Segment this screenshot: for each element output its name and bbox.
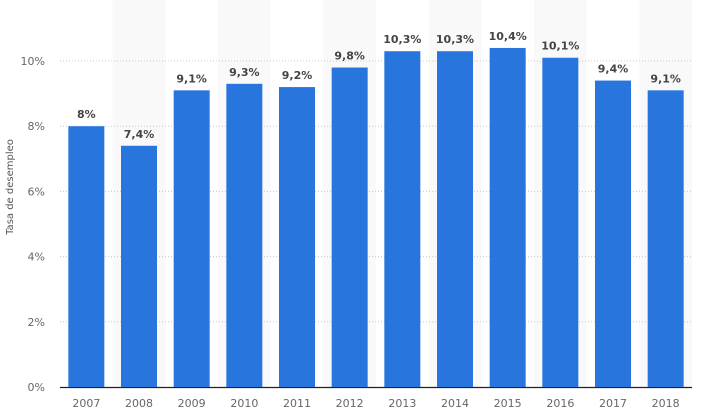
bar-2016	[542, 57, 579, 388]
x-tick-label: 2013	[388, 397, 416, 410]
data-label: 10,3%	[436, 33, 474, 46]
bar-2007	[68, 126, 105, 387]
data-label: 9,1%	[650, 72, 681, 85]
y-tick-label: 6%	[28, 185, 45, 198]
x-tick-label: 2016	[546, 397, 574, 410]
bar-2009	[173, 90, 210, 387]
y-tick-label: 10%	[21, 55, 45, 68]
y-tick-label: 8%	[28, 120, 45, 133]
bar-2018	[647, 90, 684, 387]
data-label: 9,4%	[598, 63, 629, 76]
x-tick-label: 2015	[494, 397, 522, 410]
data-label: 10,1%	[541, 40, 579, 53]
x-tick-label: 2014	[441, 397, 469, 410]
data-label: 9,3%	[229, 66, 260, 79]
data-label: 10,3%	[383, 33, 421, 46]
x-tick-label: 2018	[652, 397, 680, 410]
bar-2017	[595, 80, 631, 387]
y-tick-label: 0%	[28, 381, 45, 394]
x-tick-label: 2012	[336, 397, 364, 410]
data-label: 8%	[77, 108, 96, 121]
x-tick-label: 2017	[599, 397, 627, 410]
data-label: 10,4%	[489, 30, 527, 43]
x-tick-label: 2011	[283, 397, 311, 410]
bar-2013	[384, 51, 421, 387]
y-tick-label: 2%	[28, 316, 45, 329]
y-tick-label: 4%	[28, 251, 45, 264]
bar-2015	[489, 47, 526, 388]
bar-2012	[331, 67, 368, 388]
x-tick-label: 2010	[230, 397, 258, 410]
x-tick-label: 2009	[178, 397, 206, 410]
bar-2014	[437, 51, 473, 387]
x-tick-label: 2008	[125, 397, 153, 410]
data-label: 9,2%	[282, 69, 313, 82]
bar-2011	[279, 87, 315, 387]
data-label: 9,8%	[334, 50, 365, 63]
x-tick-label: 2007	[72, 397, 100, 410]
data-label: 7,4%	[124, 128, 155, 141]
data-label: 9,1%	[176, 72, 207, 85]
y-axis-label: Tasa de desempleo	[5, 139, 16, 236]
bar-2010	[226, 83, 263, 387]
bar-2008	[121, 145, 157, 387]
